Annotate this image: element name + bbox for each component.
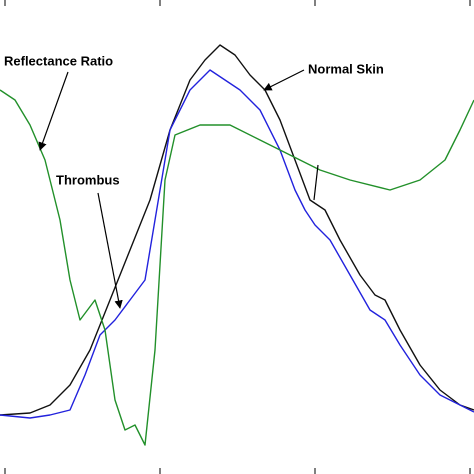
arrow [38,71,69,151]
series-line [0,44,474,416]
annotation: Reflectance Ratio [4,53,113,68]
series-line [0,89,474,446]
arrow [97,192,123,309]
annotation: Thrombus [56,172,120,187]
arrow [263,69,305,91]
annotation: Normal Skin [308,61,384,76]
annotations: Reflectance Ratio Normal Skin Thrombus [4,53,384,309]
series-line [0,69,474,419]
arrow [313,164,319,201]
